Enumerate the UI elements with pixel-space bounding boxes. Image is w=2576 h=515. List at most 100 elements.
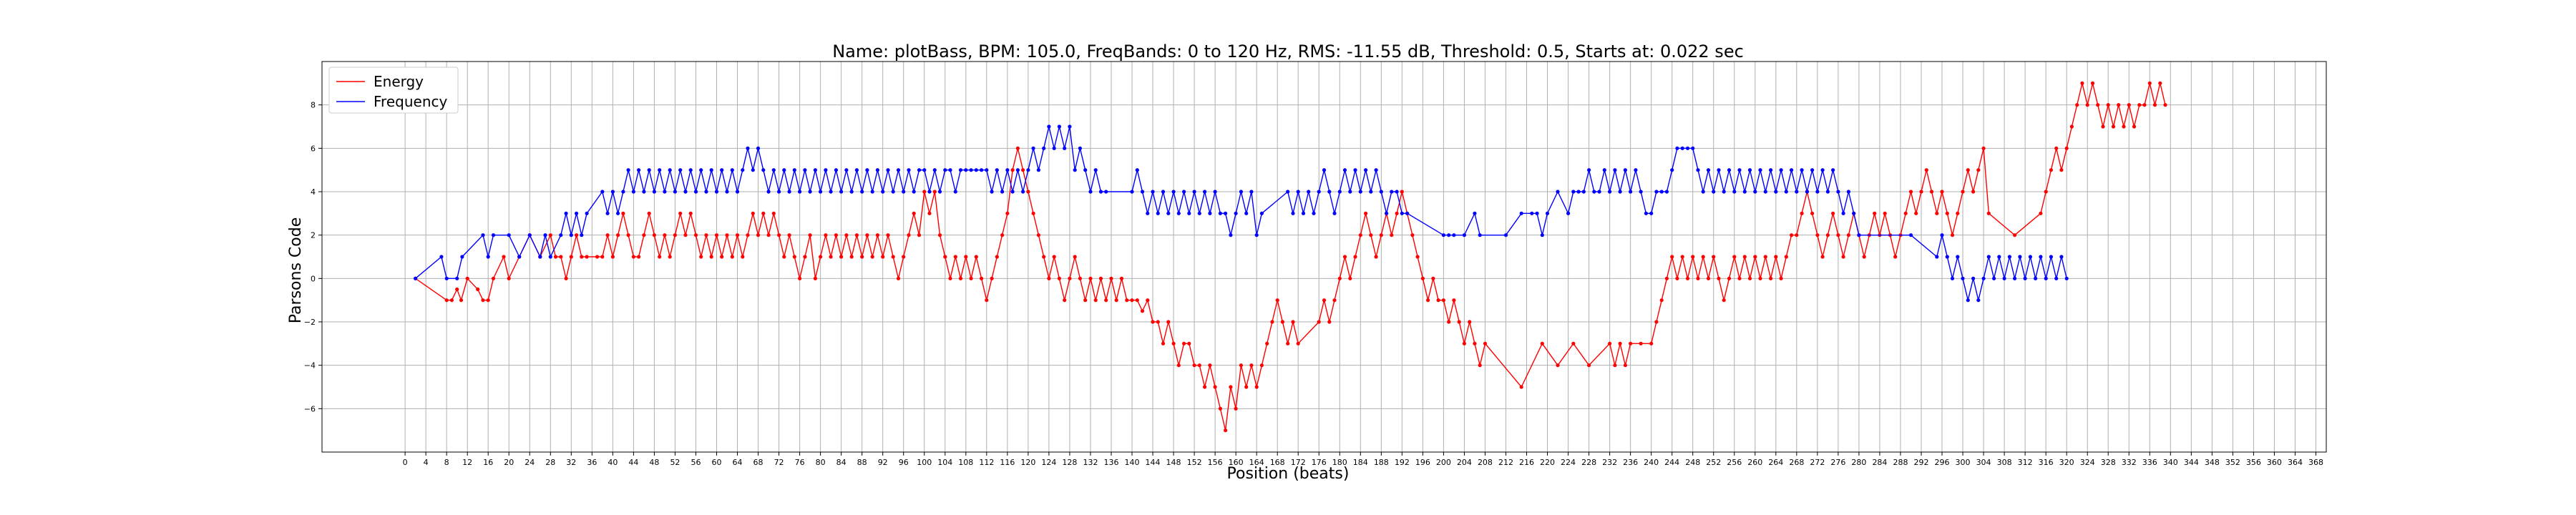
energy-point bbox=[854, 233, 859, 237]
energy-point bbox=[865, 233, 869, 237]
legend-frequency-label: Frequency bbox=[374, 93, 447, 110]
frequency-point bbox=[1332, 211, 1337, 215]
energy-point bbox=[502, 255, 506, 259]
frequency-point bbox=[1986, 255, 1991, 259]
energy-point bbox=[1950, 233, 1955, 237]
x-tick-label: 160 bbox=[1229, 458, 1244, 467]
energy-point bbox=[886, 233, 890, 237]
energy-point bbox=[1706, 276, 1711, 280]
energy-point bbox=[673, 233, 678, 237]
frequency-point bbox=[741, 168, 745, 172]
frequency-point bbox=[1213, 190, 1217, 194]
frequency-point bbox=[1291, 211, 1295, 215]
energy-point bbox=[1104, 298, 1108, 303]
frequency-point bbox=[1571, 190, 1576, 194]
energy-point bbox=[1795, 233, 1799, 237]
frequency-point bbox=[1224, 211, 1228, 215]
energy-point bbox=[1415, 255, 1420, 259]
x-tick-label: 68 bbox=[753, 458, 763, 467]
frequency-point bbox=[896, 168, 901, 172]
frequency-point bbox=[1597, 190, 1601, 194]
frequency-point bbox=[1680, 146, 1684, 150]
frequency-point bbox=[414, 276, 418, 280]
frequency-point bbox=[491, 233, 496, 237]
y-tick-label: −4 bbox=[304, 361, 316, 371]
frequency-point bbox=[720, 168, 724, 172]
frequency-point bbox=[782, 168, 786, 172]
x-tick-label: 212 bbox=[1498, 458, 1513, 467]
energy-point bbox=[2085, 103, 2089, 107]
x-tick-label: 220 bbox=[1540, 458, 1555, 467]
energy-point bbox=[1379, 233, 1383, 237]
x-tick-label: 296 bbox=[1935, 458, 1950, 467]
energy-point bbox=[1763, 255, 1767, 259]
energy-point bbox=[798, 276, 802, 280]
frequency-point bbox=[1608, 190, 1612, 194]
energy-point bbox=[642, 233, 646, 237]
energy-point bbox=[580, 255, 584, 259]
frequency-point bbox=[969, 168, 973, 172]
plot-area: 0 4 8 12 16 20 24 28 32 36 40 44 48 52 56 60 64 68 72 76 80 8… bbox=[304, 61, 2327, 467]
x-tick-label: 204 bbox=[1457, 458, 1472, 467]
frequency-point bbox=[803, 168, 807, 172]
energy-point bbox=[1052, 255, 1056, 259]
energy-point bbox=[912, 211, 916, 215]
frequency-point bbox=[1073, 168, 1077, 172]
frequency-point bbox=[1737, 168, 1742, 172]
frequency-point bbox=[1747, 168, 1752, 172]
energy-point bbox=[1068, 276, 1072, 280]
energy-point bbox=[1447, 320, 1451, 324]
frequency-point bbox=[849, 190, 854, 194]
frequency-point bbox=[1753, 190, 1757, 194]
frequency-point bbox=[2023, 276, 2027, 280]
x-tick-label: 124 bbox=[1041, 458, 1056, 467]
legend-energy-label: Energy bbox=[374, 73, 424, 90]
energy-point bbox=[1213, 385, 1217, 389]
frequency-point bbox=[1540, 233, 1544, 237]
energy-point bbox=[1717, 276, 1721, 280]
frequency-point bbox=[2064, 276, 2069, 280]
energy-point bbox=[449, 298, 454, 303]
frequency-point bbox=[1691, 146, 1695, 150]
energy-point bbox=[668, 255, 672, 259]
x-tick-label: 64 bbox=[733, 458, 743, 467]
x-tick-label: 120 bbox=[1020, 458, 1035, 467]
frequency-point bbox=[974, 168, 978, 172]
frequency-point bbox=[1192, 190, 1196, 194]
energy-point bbox=[1176, 363, 1181, 368]
energy-point bbox=[1664, 276, 1669, 280]
frequency-point bbox=[2059, 255, 2064, 259]
x-tick-label: 192 bbox=[1395, 458, 1410, 467]
energy-point bbox=[917, 233, 922, 237]
frequency-point bbox=[569, 233, 573, 237]
energy-point bbox=[2163, 103, 2167, 107]
energy-point bbox=[2069, 124, 2074, 129]
energy-point bbox=[1696, 276, 1700, 280]
frequency-point bbox=[658, 168, 662, 172]
frequency-point bbox=[1587, 168, 1591, 172]
energy-point bbox=[932, 190, 937, 194]
energy-point bbox=[709, 255, 713, 259]
frequency-point bbox=[1981, 276, 1986, 280]
energy-point bbox=[1836, 233, 1840, 237]
energy-point bbox=[1005, 211, 1010, 215]
frequency-point bbox=[1307, 190, 1311, 194]
energy-point bbox=[2152, 103, 2157, 107]
energy-point bbox=[1130, 298, 1134, 303]
frequency-point bbox=[683, 190, 688, 194]
energy-point bbox=[605, 233, 610, 237]
energy-point bbox=[663, 233, 667, 237]
energy-point bbox=[1945, 211, 1949, 215]
frequency-point bbox=[792, 168, 796, 172]
energy-point bbox=[2054, 146, 2059, 150]
frequency-point bbox=[575, 211, 579, 215]
energy-point bbox=[1701, 255, 1705, 259]
frequency-point bbox=[1639, 190, 1643, 194]
x-tick-label: 32 bbox=[566, 458, 576, 467]
energy-point bbox=[1800, 211, 1804, 215]
frequency-point bbox=[990, 190, 994, 194]
frequency-point bbox=[1779, 168, 1783, 172]
frequency-point bbox=[699, 168, 703, 172]
frequency-point bbox=[663, 190, 667, 194]
